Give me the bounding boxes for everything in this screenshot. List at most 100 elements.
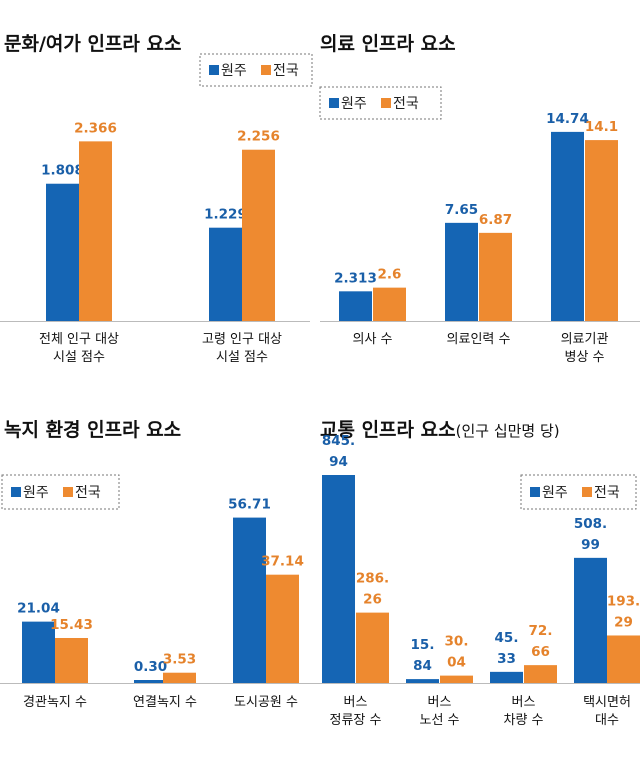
legend-swatch (11, 487, 21, 497)
data-label: 1.808 (41, 163, 84, 179)
bar (524, 665, 557, 683)
legend-swatch (261, 65, 271, 75)
category-label: 노선 수 (419, 713, 459, 728)
bar (266, 574, 299, 683)
category-label: 병상 수 (564, 350, 604, 365)
bar (322, 475, 355, 683)
bar (55, 637, 88, 683)
chart-title: 교통 인프라 요소(인구 십만명 당) (320, 419, 560, 441)
category-label: 도시공원 수 (234, 695, 298, 710)
data-label: 7.65 (445, 202, 478, 218)
bar (585, 140, 618, 321)
data-label: 14.1 (585, 119, 618, 135)
legend-swatch (63, 487, 73, 497)
bar (233, 517, 266, 683)
data-label: 29 (614, 614, 633, 630)
data-label: 45. (495, 630, 519, 646)
data-label: 26 (363, 592, 382, 608)
bar (209, 227, 242, 321)
data-label: 99 (581, 537, 600, 553)
bar (46, 183, 79, 321)
chart-subtitle: (인구 십만명 당) (456, 422, 560, 440)
legend-label: 원주 (341, 96, 367, 112)
chart-title: 녹지 환경 인프라 요소 (4, 419, 181, 441)
data-label: 2.313 (334, 270, 377, 286)
category-label: 연결녹지 수 (133, 695, 197, 710)
data-label: 15.43 (50, 617, 93, 633)
data-label: 94 (329, 454, 348, 470)
data-label: 286. (356, 571, 389, 587)
bar (242, 149, 275, 321)
chart-title: 의료 인프라 요소 (320, 33, 456, 55)
legend-swatch (582, 487, 592, 497)
data-label: 04 (447, 655, 466, 671)
legend-swatch (530, 487, 540, 497)
data-label: 0.30 (134, 659, 167, 675)
category-label: 시설 점수 (216, 350, 268, 365)
data-label: 21.04 (17, 601, 60, 617)
bar (339, 291, 372, 321)
category-label: 의료기관 (561, 332, 609, 347)
bar (551, 131, 584, 321)
category-label: 의사 수 (352, 332, 392, 347)
bar (134, 680, 167, 683)
bar (163, 672, 196, 683)
data-label: 508. (574, 516, 607, 532)
legend-box (319, 86, 442, 120)
data-label: 2.366 (74, 120, 117, 136)
bar (490, 671, 523, 683)
data-label: 2.6 (378, 267, 402, 283)
bar (445, 222, 478, 321)
bar (79, 141, 112, 321)
chart-title: 문화/여가 인프라 요소 (4, 33, 182, 55)
legend-box (199, 53, 313, 87)
data-label: 2.256 (237, 129, 280, 145)
legend-swatch (209, 65, 219, 75)
data-label: 66 (531, 644, 550, 660)
legend-label: 원주 (221, 63, 247, 79)
category-label: 버스 (512, 695, 536, 710)
bar (373, 287, 406, 321)
data-label: 56.71 (228, 497, 271, 513)
legend-label: 전국 (594, 485, 620, 501)
category-label: 대수 (595, 713, 619, 728)
legend-swatch (329, 98, 339, 108)
legend-box (520, 474, 637, 510)
legend-label: 전국 (75, 485, 101, 501)
data-label: 14.74 (546, 111, 589, 127)
data-label: 845. (322, 433, 355, 449)
category-label: 버스 (344, 695, 368, 710)
legend-label: 원주 (23, 485, 49, 501)
legend-label: 전국 (273, 63, 299, 79)
category-label: 경관녹지 수 (23, 695, 87, 710)
data-label: 193. (607, 593, 640, 609)
data-label: 84 (413, 658, 432, 674)
data-label: 1.229 (204, 207, 247, 223)
bar (479, 232, 512, 321)
category-label: 택시면허 (583, 695, 631, 710)
data-label: 15. (411, 637, 435, 653)
category-label: 정류장 수 (330, 713, 382, 728)
category-label: 전체 인구 대상 (39, 332, 119, 347)
data-label: 33 (497, 651, 516, 667)
category-label: 시설 점수 (53, 350, 105, 365)
bar (406, 679, 439, 683)
legend-swatch (381, 98, 391, 108)
bar (574, 557, 607, 683)
category-label: 버스 (428, 695, 452, 710)
data-label: 6.87 (479, 212, 512, 228)
data-label: 3.53 (163, 652, 196, 668)
bar (356, 612, 389, 683)
data-label: 37.14 (261, 554, 304, 570)
data-label: 72. (529, 623, 553, 639)
data-label: 30. (445, 634, 469, 650)
legend-box (1, 474, 120, 510)
bar (22, 621, 55, 683)
legend-label: 전국 (393, 96, 419, 112)
category-label: 차량 수 (503, 713, 543, 728)
category-label: 의료인력 수 (447, 332, 511, 347)
bar (607, 635, 640, 683)
legend-label: 원주 (542, 485, 568, 501)
